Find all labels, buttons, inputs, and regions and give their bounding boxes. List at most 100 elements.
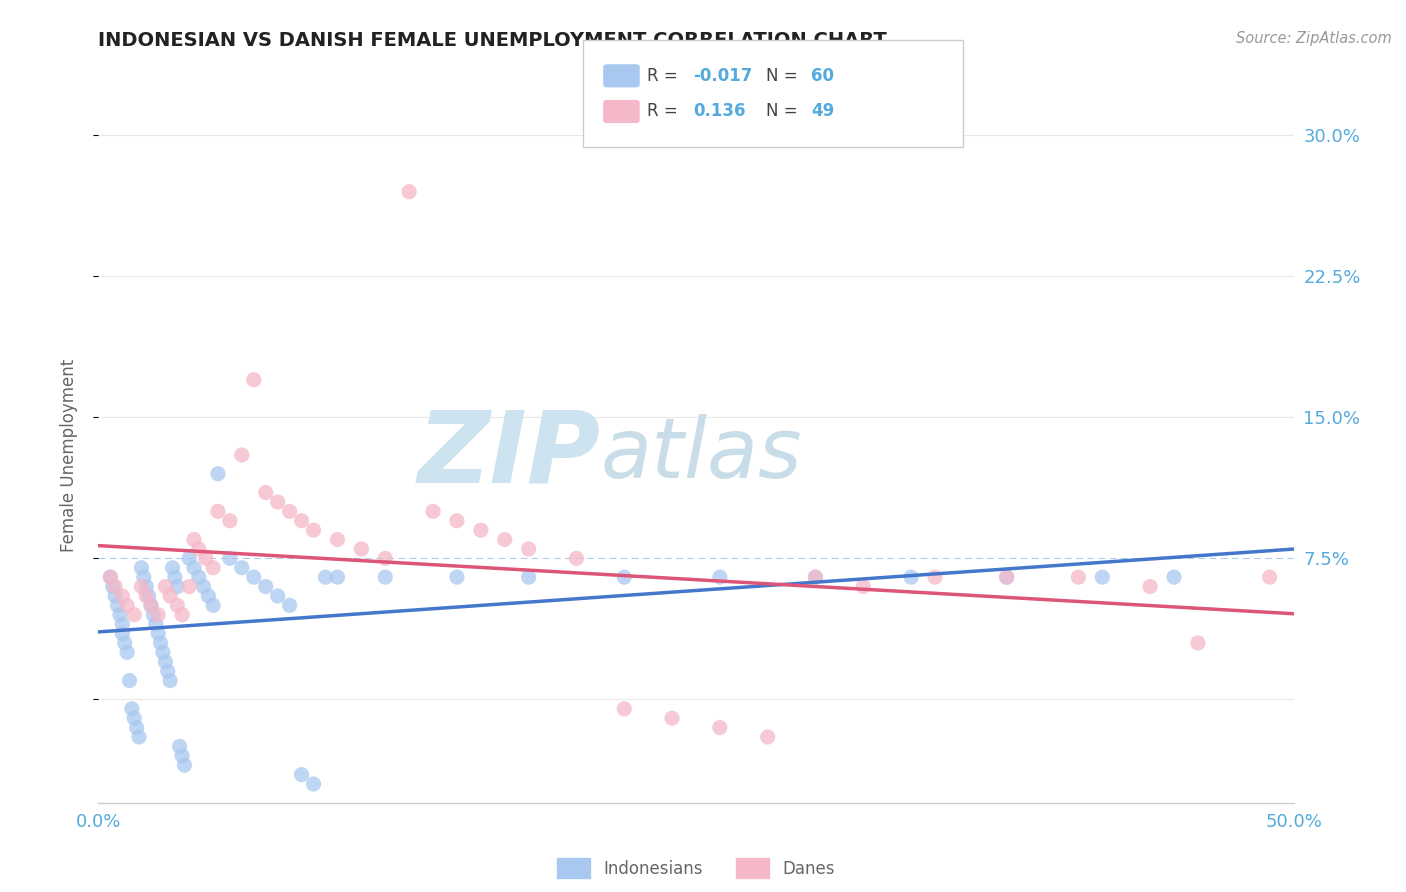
Point [202,599,225,613]
Point [243,373,266,387]
Point [900,570,922,584]
Point [315,570,337,584]
Point [124,607,146,622]
Text: -0.017: -0.017 [693,67,752,85]
Point [187,570,209,584]
Point [1091,570,1114,584]
Point [125,721,148,735]
Point [169,739,191,754]
Point [104,589,127,603]
Point [207,504,229,518]
Point [1163,570,1185,584]
Text: 49: 49 [811,103,835,120]
Point [1067,570,1090,584]
Point [101,580,124,594]
Point [155,580,177,594]
Point [172,748,194,763]
Point [193,580,215,594]
Point [709,721,731,735]
Point [121,702,143,716]
Point [131,580,153,594]
Point [135,580,157,594]
Text: N =: N = [766,103,803,120]
Point [111,617,134,632]
Point [107,599,129,613]
Point [278,504,301,518]
Point [231,448,253,462]
Point [446,570,468,584]
Point [291,767,314,781]
Point [398,185,420,199]
Point [1139,580,1161,594]
Point [194,551,218,566]
Point [179,580,201,594]
Y-axis label: Female Unemployment: Female Unemployment [59,359,77,551]
Point [219,514,242,528]
Point [183,560,205,574]
Point [98,570,122,584]
Point [166,599,188,613]
Point [565,551,588,566]
Text: R =: R = [647,103,688,120]
Point [139,599,162,613]
Point [159,673,181,688]
Point [156,664,179,678]
Point [152,645,174,659]
Point [470,523,492,537]
Point [374,570,396,584]
Point [115,599,138,613]
Point [1187,636,1209,650]
Point [155,655,177,669]
Point [231,560,253,574]
Point [187,541,209,556]
Point [1258,570,1281,584]
Point [756,730,779,744]
Point [172,607,194,622]
Point [517,570,540,584]
Point [219,551,242,566]
Point [115,645,138,659]
Text: R =: R = [647,67,683,85]
Text: Source: ZipAtlas.com: Source: ZipAtlas.com [1236,31,1392,46]
Legend: Indonesians, Danes: Indonesians, Danes [550,851,842,885]
Point [139,599,162,613]
Point [494,533,516,547]
Point [207,467,229,481]
Point [173,758,195,772]
Point [128,730,150,744]
Point [995,570,1018,584]
Point [613,570,636,584]
Point [202,560,225,574]
Point [135,589,157,603]
Point [179,551,201,566]
Point [924,570,946,584]
Point [163,570,186,584]
Point [995,570,1018,584]
Point [142,607,165,622]
Point [148,626,170,640]
Point [197,589,219,603]
Point [291,514,314,528]
Point [302,523,325,537]
Point [326,533,349,547]
Point [804,570,827,584]
Point [162,560,184,574]
Point [278,599,301,613]
Point [326,570,349,584]
Point [183,533,205,547]
Point [98,570,122,584]
Point [517,541,540,556]
Point [254,485,277,500]
Point [131,560,153,574]
Point [138,589,160,603]
Point [661,711,683,725]
Point [166,580,188,594]
Point [111,589,134,603]
Point [446,514,468,528]
Text: atlas: atlas [600,415,801,495]
Point [149,636,172,650]
Point [267,495,290,509]
Point [132,570,155,584]
Point [804,570,827,584]
Point [302,777,325,791]
